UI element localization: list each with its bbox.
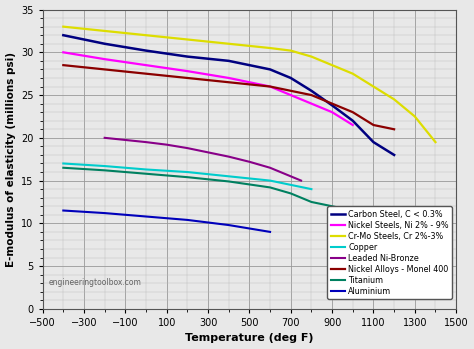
Titanium bbox=[184, 175, 190, 179]
Nickel Alloys - Monel 400 bbox=[102, 67, 108, 72]
Line: Aluminium: Aluminium bbox=[64, 210, 270, 232]
Line: Nickel Alloys - Monel 400: Nickel Alloys - Monel 400 bbox=[64, 65, 394, 129]
Aluminium bbox=[102, 211, 108, 215]
Nickel Steels, Ni 2% - 9% bbox=[143, 63, 149, 67]
Y-axis label: E-modulus of elasticity (millions psi): E-modulus of elasticity (millions psi) bbox=[6, 52, 16, 267]
Cr-Mo Steels, Cr 2%-3% bbox=[226, 42, 232, 46]
Titanium bbox=[61, 166, 66, 170]
Nickel Alloys - Monel 400 bbox=[350, 110, 356, 114]
Leaded Ni-Bronze bbox=[226, 155, 232, 159]
Cr-Mo Steels, Cr 2%-3% bbox=[267, 46, 273, 50]
Cr-Mo Steels, Cr 2%-3% bbox=[143, 33, 149, 37]
Aluminium bbox=[184, 218, 190, 222]
Aluminium bbox=[226, 223, 232, 227]
Copper bbox=[267, 178, 273, 183]
X-axis label: Temperature (deg F): Temperature (deg F) bbox=[185, 333, 314, 343]
Carbon Steel, C < 0.3% bbox=[350, 119, 356, 123]
Nickel Steels, Ni 2% - 9% bbox=[102, 57, 108, 61]
Nickel Steels, Ni 2% - 9% bbox=[267, 84, 273, 89]
Cr-Mo Steels, Cr 2%-3% bbox=[288, 49, 293, 53]
Nickel Alloys - Monel 400 bbox=[226, 80, 232, 84]
Carbon Steel, C < 0.3% bbox=[61, 33, 66, 37]
Leaded Ni-Bronze bbox=[267, 166, 273, 170]
Legend: Carbon Steel, C < 0.3%, Nickel Steels, Ni 2% - 9%, Cr-Mo Steels, Cr 2%-3%, Coppe: Carbon Steel, C < 0.3%, Nickel Steels, N… bbox=[328, 206, 452, 299]
Titanium bbox=[309, 200, 314, 204]
Cr-Mo Steels, Cr 2%-3% bbox=[61, 24, 66, 29]
Carbon Steel, C < 0.3% bbox=[329, 103, 335, 107]
Line: Cr-Mo Steels, Cr 2%-3%: Cr-Mo Steels, Cr 2%-3% bbox=[64, 27, 436, 142]
Leaded Ni-Bronze bbox=[298, 178, 304, 183]
Cr-Mo Steels, Cr 2%-3% bbox=[184, 37, 190, 42]
Line: Leaded Ni-Bronze: Leaded Ni-Bronze bbox=[105, 138, 301, 180]
Copper bbox=[309, 187, 314, 191]
Aluminium bbox=[267, 230, 273, 234]
Line: Carbon Steel, C < 0.3%: Carbon Steel, C < 0.3% bbox=[64, 35, 394, 155]
Nickel Steels, Ni 2% - 9% bbox=[184, 69, 190, 73]
Copper bbox=[226, 174, 232, 178]
Nickel Alloys - Monel 400 bbox=[184, 76, 190, 80]
Carbon Steel, C < 0.3% bbox=[267, 67, 273, 72]
Nickel Steels, Ni 2% - 9% bbox=[309, 102, 314, 106]
Titanium bbox=[226, 179, 232, 184]
Titanium bbox=[267, 185, 273, 190]
Aluminium bbox=[61, 208, 66, 213]
Nickel Alloys - Monel 400 bbox=[61, 63, 66, 67]
Nickel Steels, Ni 2% - 9% bbox=[61, 50, 66, 54]
Leaded Ni-Bronze bbox=[288, 174, 293, 178]
Copper bbox=[184, 170, 190, 174]
Nickel Alloys - Monel 400 bbox=[329, 102, 335, 106]
Nickel Steels, Ni 2% - 9% bbox=[226, 76, 232, 80]
Copper bbox=[288, 183, 293, 187]
Carbon Steel, C < 0.3% bbox=[102, 42, 108, 46]
Nickel Steels, Ni 2% - 9% bbox=[329, 110, 335, 114]
Carbon Steel, C < 0.3% bbox=[184, 54, 190, 59]
Line: Copper: Copper bbox=[64, 163, 311, 189]
Cr-Mo Steels, Cr 2%-3% bbox=[391, 97, 397, 102]
Nickel Alloys - Monel 400 bbox=[309, 93, 314, 97]
Titanium bbox=[371, 213, 376, 217]
Cr-Mo Steels, Cr 2%-3% bbox=[433, 140, 438, 144]
Cr-Mo Steels, Cr 2%-3% bbox=[350, 72, 356, 76]
Nickel Steels, Ni 2% - 9% bbox=[350, 123, 356, 127]
Nickel Alloys - Monel 400 bbox=[391, 127, 397, 131]
Cr-Mo Steels, Cr 2%-3% bbox=[371, 84, 376, 89]
Cr-Mo Steels, Cr 2%-3% bbox=[412, 114, 418, 119]
Carbon Steel, C < 0.3% bbox=[143, 49, 149, 53]
Titanium bbox=[350, 208, 356, 213]
Aluminium bbox=[143, 214, 149, 218]
Nickel Steels, Ni 2% - 9% bbox=[288, 93, 293, 97]
Titanium bbox=[329, 204, 335, 208]
Leaded Ni-Bronze bbox=[164, 143, 170, 147]
Titanium bbox=[143, 172, 149, 176]
Nickel Alloys - Monel 400 bbox=[143, 72, 149, 76]
Leaded Ni-Bronze bbox=[246, 160, 252, 164]
Cr-Mo Steels, Cr 2%-3% bbox=[309, 54, 314, 59]
Leaded Ni-Bronze bbox=[143, 140, 149, 144]
Leaded Ni-Bronze bbox=[102, 136, 108, 140]
Nickel Alloys - Monel 400 bbox=[288, 89, 293, 93]
Line: Nickel Steels, Ni 2% - 9%: Nickel Steels, Ni 2% - 9% bbox=[64, 52, 353, 125]
Carbon Steel, C < 0.3% bbox=[309, 89, 314, 93]
Carbon Steel, C < 0.3% bbox=[391, 153, 397, 157]
Carbon Steel, C < 0.3% bbox=[226, 59, 232, 63]
Carbon Steel, C < 0.3% bbox=[288, 76, 293, 80]
Nickel Alloys - Monel 400 bbox=[267, 84, 273, 89]
Leaded Ni-Bronze bbox=[205, 150, 211, 155]
Cr-Mo Steels, Cr 2%-3% bbox=[102, 29, 108, 33]
Cr-Mo Steels, Cr 2%-3% bbox=[329, 63, 335, 67]
Nickel Alloys - Monel 400 bbox=[371, 123, 376, 127]
Carbon Steel, C < 0.3% bbox=[371, 140, 376, 144]
Titanium bbox=[288, 191, 293, 195]
Text: engineeringtoolbox.com: engineeringtoolbox.com bbox=[49, 278, 142, 287]
Leaded Ni-Bronze bbox=[184, 146, 190, 150]
Copper bbox=[143, 168, 149, 172]
Copper bbox=[61, 161, 66, 165]
Titanium bbox=[102, 168, 108, 172]
Line: Titanium: Titanium bbox=[64, 168, 374, 215]
Copper bbox=[102, 164, 108, 168]
